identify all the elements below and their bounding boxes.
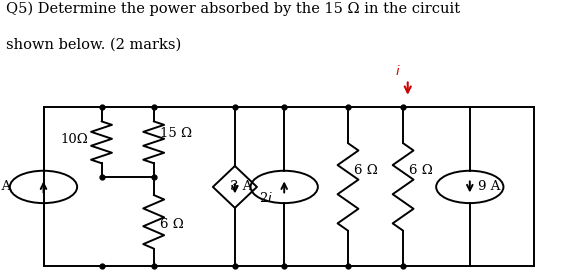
Text: 6 Ω: 6 Ω (354, 164, 378, 177)
Text: 10Ω: 10Ω (61, 133, 89, 146)
Text: 6 Ω: 6 Ω (409, 164, 433, 177)
Text: 4 A: 4 A (0, 181, 12, 193)
Text: 9 A: 9 A (478, 181, 501, 193)
Text: shown below. (2 marks): shown below. (2 marks) (6, 38, 181, 52)
Text: $i$: $i$ (395, 64, 401, 78)
Text: 2$i$: 2$i$ (259, 191, 273, 205)
Text: 15 Ω: 15 Ω (160, 128, 191, 140)
Text: 6 Ω: 6 Ω (160, 218, 183, 231)
Text: 3 A: 3 A (230, 181, 252, 193)
Text: Q5) Determine the power absorbed by the 15 Ω in the circuit: Q5) Determine the power absorbed by the … (6, 1, 460, 16)
